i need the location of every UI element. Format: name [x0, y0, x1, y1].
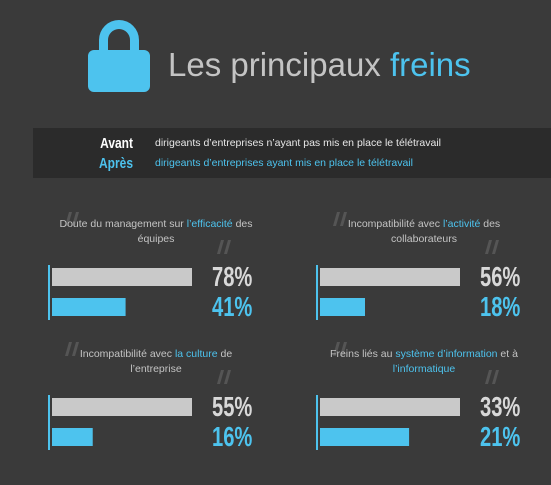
text-part: l’activité	[442, 218, 481, 230]
close-quote	[485, 370, 499, 384]
value-label: 78%	[212, 261, 253, 292]
text-part: Incompatibilité avec	[347, 218, 443, 230]
text-part: freins	[389, 46, 471, 83]
close-quote	[217, 370, 231, 384]
open-quote	[333, 342, 347, 356]
quote-stroke	[485, 370, 492, 384]
quote-stroke	[65, 212, 72, 226]
legend-name: Après	[98, 154, 133, 172]
text-part: et à	[497, 348, 518, 360]
text-part: l’efficacité	[186, 218, 233, 230]
open-quote	[65, 212, 79, 226]
quote-stroke	[333, 342, 340, 356]
lock-icon	[88, 20, 150, 92]
text-part: des équipes	[137, 218, 253, 245]
quote-stroke	[492, 240, 499, 254]
quote-stroke	[65, 342, 72, 356]
legend-row: Après dirigeants d’entreprises ayant mis …	[33, 153, 413, 173]
value-label: 21%	[480, 421, 521, 452]
open-quote	[65, 342, 79, 356]
quote-stroke	[72, 342, 79, 356]
quote-stroke	[492, 370, 499, 384]
quote-stroke	[340, 342, 347, 356]
chart-caption: Freins liés au système d’information et …	[324, 347, 524, 377]
title: Les principaux freins	[168, 46, 471, 84]
quote-stroke	[217, 370, 224, 384]
value-label: 18%	[480, 291, 521, 322]
bar	[52, 428, 93, 446]
quote-stroke	[333, 212, 340, 226]
text-part: de l’entreprise	[130, 348, 233, 375]
bar	[320, 268, 460, 286]
quote-stroke	[224, 370, 231, 384]
quote-stroke	[72, 212, 79, 226]
bar	[52, 398, 192, 416]
legend-name: Avant	[100, 134, 133, 152]
legend-description: dirigeants d’entreprises n’ayant pas mis…	[155, 137, 441, 149]
legend: Avant dirigeants d’entreprises n’ayant pa…	[33, 128, 551, 178]
text-part: des collaborateurs	[391, 218, 501, 245]
text-part: système d’information	[395, 348, 498, 360]
value-label: 16%	[212, 421, 253, 452]
value-label: 55%	[212, 391, 253, 422]
open-quote	[333, 212, 347, 226]
quote-stroke	[217, 240, 224, 254]
text-part: la culture	[174, 348, 218, 360]
bar	[320, 398, 460, 416]
value-label: 56%	[480, 261, 521, 292]
bar	[52, 268, 192, 286]
bar	[320, 428, 410, 446]
chart-caption: Incompatibilité avec l’activité des coll…	[324, 217, 524, 247]
legend-description: dirigeants d’entreprises ayant mis en pl…	[155, 157, 413, 169]
text-part: Les principaux	[168, 46, 390, 83]
value-label: 41%	[212, 291, 253, 322]
chart-caption: Incompatibilité avec la culture de l’ent…	[56, 347, 256, 377]
close-quote	[217, 240, 231, 254]
bar	[52, 298, 126, 316]
text-part: Incompatibilité avec	[79, 348, 175, 360]
quote-stroke	[340, 212, 347, 226]
quote-stroke	[224, 240, 231, 254]
quote-stroke	[485, 240, 492, 254]
chart-caption: Doute du management sur l’efficacité des…	[56, 217, 256, 247]
close-quote	[485, 240, 499, 254]
bar	[320, 298, 365, 316]
legend-row: Avant dirigeants d’entreprises n’ayant pa…	[33, 133, 441, 153]
value-label: 33%	[480, 391, 521, 422]
text-part: l’informatique	[392, 363, 456, 375]
text-part: Freins liés au	[330, 348, 396, 360]
text-part: Doute du management sur	[59, 218, 187, 230]
